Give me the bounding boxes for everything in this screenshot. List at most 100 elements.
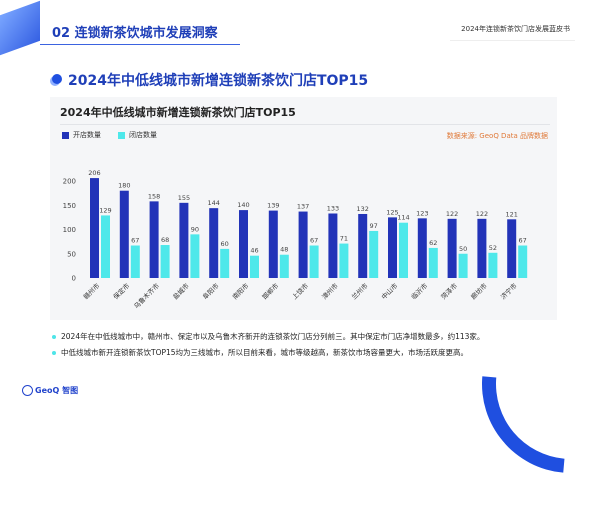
data-label: 140 xyxy=(237,201,249,209)
bar xyxy=(250,255,259,278)
x-tick-label: 临沂市 xyxy=(409,281,430,302)
legend-label: 闭店数量 xyxy=(129,131,157,139)
bar xyxy=(309,245,319,278)
legend-swatch xyxy=(118,131,125,139)
x-tick-label: 廊坊市 xyxy=(469,281,490,302)
bar xyxy=(369,230,379,278)
bar xyxy=(130,245,140,278)
data-label: 67 xyxy=(310,237,318,245)
data-label: 90 xyxy=(191,225,199,233)
data-label: 129 xyxy=(99,206,111,214)
data-label: 139 xyxy=(267,202,279,210)
data-label: 206 xyxy=(88,169,100,177)
legend-item-close: 闭店数量 xyxy=(118,130,157,140)
legend-label: 开店数量 xyxy=(73,131,101,139)
bullet-icon xyxy=(52,334,56,339)
bar xyxy=(160,245,170,278)
divider xyxy=(450,40,575,41)
bar xyxy=(518,245,528,278)
bar xyxy=(90,178,99,278)
note-item: 2024年在中低线城市中，赣州市、保定市以及乌鲁木齐新开的连锁茶饮门店分列前三。… xyxy=(52,331,484,342)
x-tick-label: 兰州市 xyxy=(349,281,370,302)
data-label: 137 xyxy=(297,203,309,211)
bar xyxy=(388,217,397,278)
bar xyxy=(328,213,338,278)
y-tick-label: 0 xyxy=(72,275,76,283)
y-tick-label: 150 xyxy=(63,202,76,210)
bar xyxy=(458,253,468,278)
data-label: 155 xyxy=(178,194,190,202)
bar xyxy=(220,248,230,278)
x-tick-label: 保定市 xyxy=(111,281,132,302)
x-tick-label: 上饶市 xyxy=(290,281,311,302)
data-label: 121 xyxy=(505,210,517,218)
bar xyxy=(339,243,349,278)
data-label: 180 xyxy=(118,182,130,190)
bullet-icon xyxy=(52,350,56,355)
note-item: 中低线城市新开连锁新茶饮TOP15均为三线城市，所以目前来看，城市等级越高，新茶… xyxy=(52,347,468,358)
page-number: 14 xyxy=(567,385,575,392)
legend-swatch xyxy=(62,131,69,139)
bar xyxy=(298,211,308,278)
logo: GeoQ 智图 xyxy=(22,385,78,396)
report-name: 2024年连锁新茶饮门店发展蓝皮书 xyxy=(461,25,570,33)
bar xyxy=(358,213,368,278)
bullet-icon xyxy=(52,74,62,84)
data-label: 123 xyxy=(416,209,428,217)
bar xyxy=(101,215,110,278)
data-label: 68 xyxy=(161,236,169,244)
bar xyxy=(399,222,408,278)
logo-icon xyxy=(22,385,33,396)
data-label: 122 xyxy=(446,210,458,218)
bar xyxy=(477,218,487,278)
data-source: 数据来源: GeoQ Data 品牌数据 xyxy=(446,132,548,140)
section-title: 02 连锁新茶饮城市发展洞察 xyxy=(52,26,218,41)
data-label: 48 xyxy=(280,246,288,254)
data-label: 97 xyxy=(370,222,378,230)
data-label: 62 xyxy=(429,239,437,247)
x-tick-label: 中山市 xyxy=(379,281,400,302)
data-label: 114 xyxy=(397,214,409,222)
logo-text: GeoQ 智图 xyxy=(35,386,79,395)
bar xyxy=(428,247,438,278)
chart-title: 2024年中低线城市新增连锁新茶饮门店TOP15 xyxy=(60,106,296,119)
data-label: 158 xyxy=(148,192,160,200)
x-tick-label: 阜阳市 xyxy=(200,281,221,302)
data-label: 50 xyxy=(459,245,467,253)
chart-panel xyxy=(50,97,557,320)
bar xyxy=(209,208,219,278)
x-tick-label: 漳州市 xyxy=(320,281,341,302)
page-subtitle: 2024年中低线城市新增连锁新茶饮门店TOP15 xyxy=(68,73,369,89)
data-label: 133 xyxy=(327,204,339,212)
x-tick-label: 菏泽市 xyxy=(439,281,460,302)
bar xyxy=(447,218,457,278)
bar xyxy=(279,254,289,278)
data-label: 122 xyxy=(476,210,488,218)
data-label: 144 xyxy=(207,199,219,207)
data-label: 60 xyxy=(221,240,229,248)
data-label: 132 xyxy=(356,205,368,213)
y-tick-label: 200 xyxy=(63,178,76,186)
data-label: 71 xyxy=(340,235,348,243)
bar xyxy=(268,210,278,278)
data-label: 46 xyxy=(250,247,258,255)
x-tick-label: 南阳市 xyxy=(230,281,251,302)
bar-chart: 0 50 100 150 200 206 129 赣州市 180 67 保定市 158 68 乌鲁木齐市 1… xyxy=(63,169,528,311)
x-tick-label: 乌鲁木齐市 xyxy=(132,281,162,311)
y-tick-label: 50 xyxy=(67,250,76,258)
legend-item-open: 开店数量 xyxy=(62,130,101,140)
y-tick-label: 100 xyxy=(63,226,76,234)
bar xyxy=(417,218,427,278)
bar xyxy=(119,190,129,278)
x-tick-label: 赣州市 xyxy=(81,281,102,302)
bar xyxy=(179,202,189,278)
data-label: 125 xyxy=(386,208,398,216)
bar xyxy=(190,234,200,278)
x-tick-label: 济宁市 xyxy=(498,281,519,302)
divider xyxy=(60,124,550,125)
x-tick-label: 邯郸市 xyxy=(260,281,281,302)
note-text: 2024年在中低线城市中，赣州市、保定市以及乌鲁木齐新开的连锁茶饮门店分列前三。… xyxy=(61,332,485,341)
bar xyxy=(507,219,517,278)
data-label: 67 xyxy=(131,237,139,245)
bar xyxy=(488,252,498,278)
